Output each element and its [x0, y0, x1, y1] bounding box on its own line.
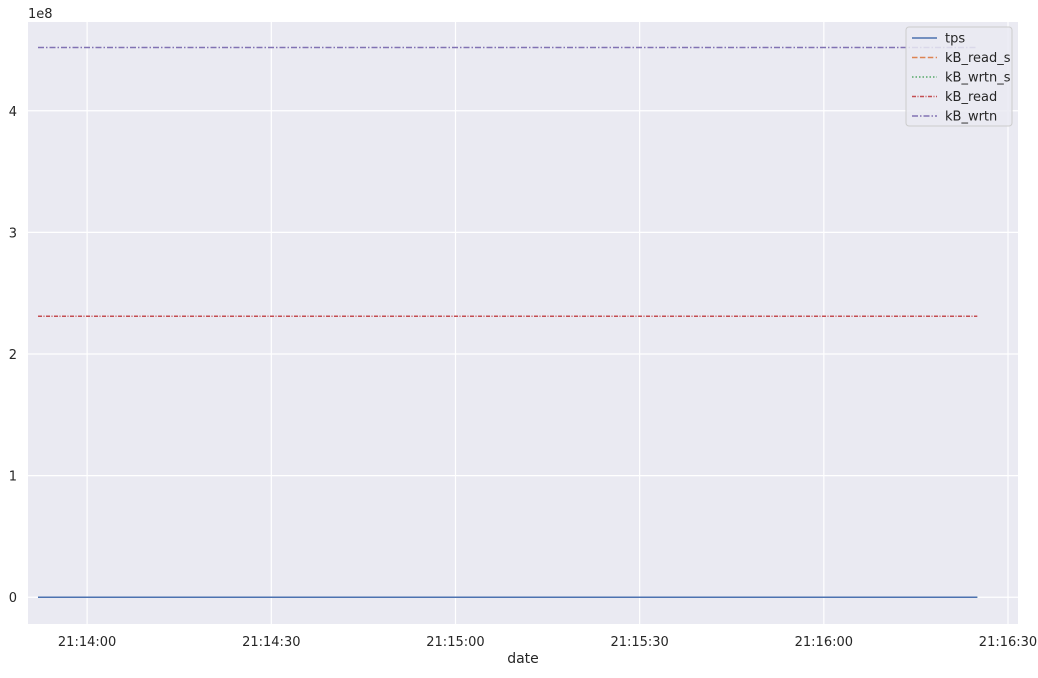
legend: tps kB_read_s kB_wrtn_s kB_read kB_wrtn — [905, 26, 1013, 127]
y-axis-offset-label: 1e8 — [28, 7, 53, 22]
y-tick-label: 0 — [9, 591, 17, 606]
x-tick-label: 21:14:00 — [58, 635, 116, 650]
series-lines — [38, 46, 978, 598]
y-tick-label: 2 — [9, 348, 17, 363]
legend-box — [905, 26, 1013, 127]
legend-label-kB-read-s: kB_read_s — [945, 51, 1011, 66]
y-tick-label: 4 — [9, 105, 17, 120]
plot-background — [28, 22, 1018, 624]
x-tick-label: 21:16:00 — [795, 635, 853, 650]
x-axis-ticks: 21:14:00 21:14:30 21:15:00 21:15:30 21:16:00… — [58, 635, 1037, 650]
x-axis-label: date — [507, 651, 539, 667]
x-tick-label: 21:15:30 — [610, 635, 668, 650]
y-tick-label: 3 — [9, 226, 17, 241]
legend-label-kB-read: kB_read — [945, 90, 997, 105]
legend-label-kB-wrtn-s: kB_wrtn_s — [945, 71, 1011, 86]
legend-label-tps: tps — [945, 32, 965, 47]
x-tick-label: 21:16:30 — [979, 635, 1037, 650]
x-tick-label: 21:14:30 — [242, 635, 300, 650]
legend-label-kB-wrtn: kB_wrtn — [945, 110, 997, 125]
x-tick-label: 21:15:00 — [426, 635, 484, 650]
y-axis-ticks: 0 1 2 3 4 — [9, 105, 17, 606]
y-tick-label: 1 — [9, 470, 17, 485]
